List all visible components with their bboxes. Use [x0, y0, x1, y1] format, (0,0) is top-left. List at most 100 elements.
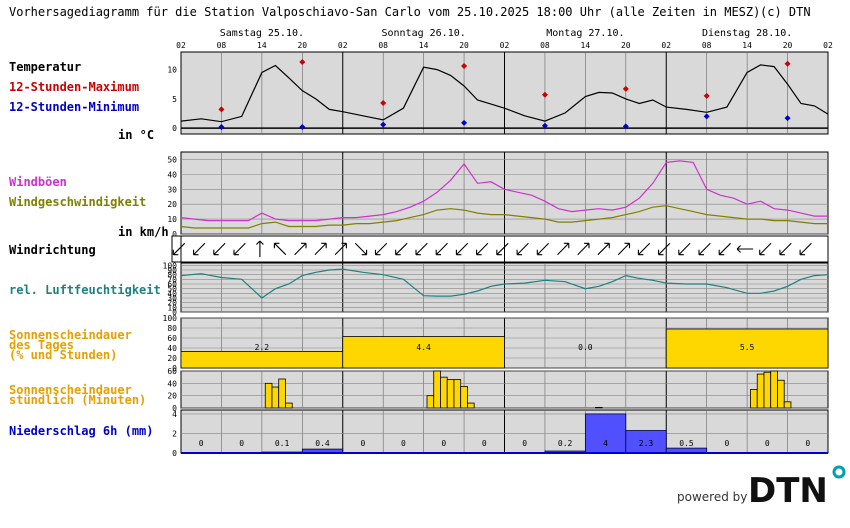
y-tick-label: 40 [167, 344, 177, 353]
precipitation-value: 0 [361, 439, 366, 448]
label-wind-unit: in km/h [118, 225, 169, 239]
wind-direction-arrow-icon [577, 242, 590, 256]
hour-tick: 14 [742, 41, 752, 50]
wind-direction-arrow-icon [759, 242, 772, 256]
sun-hourly-bar [756, 373, 765, 409]
sun-daily-value: 2.2 [255, 343, 270, 352]
y-tick-label: 0 [172, 124, 177, 133]
sun-hourly-bar [433, 370, 441, 409]
y-tick-label: 50 [167, 285, 177, 294]
wind-direction-arrow-icon [374, 242, 388, 256]
gust-line [180, 160, 828, 222]
label-min: 12-Stunden-Minimum [9, 100, 139, 114]
copyright: (c) DTN [760, 5, 811, 19]
wind-direction-arrow-icon [597, 242, 610, 256]
sun-daily-bar [665, 328, 829, 369]
y-tick-label: 0 [172, 449, 177, 458]
hour-tick: 02 [661, 41, 671, 50]
precipitation-value: 0.1 [275, 439, 290, 448]
precipitation-value: 2.3 [639, 439, 654, 448]
label-sun-daily-2: des Tages [9, 338, 74, 352]
y-tick-label: 60 [167, 367, 177, 376]
label-sun-hourly-2: stündlich (Minuten) [9, 393, 146, 407]
max-point [541, 91, 548, 98]
wind-direction-arrow-icon [617, 242, 631, 256]
sun-hourly-bar [777, 379, 785, 409]
chart-title: Vorhersagediagramm für die Station Valpo… [9, 5, 760, 19]
wind-direction-arrow-icon [557, 242, 570, 256]
precipitation-value: 0 [522, 439, 527, 448]
y-tick-label: 100 [163, 261, 178, 270]
sun-hourly-bar [271, 386, 280, 409]
wind-direction-arrow-icon [435, 242, 448, 256]
day-label: Montag 27.10. [546, 28, 624, 39]
y-tick-label: 10 [167, 215, 177, 224]
wind-direction-arrow-icon [698, 242, 711, 256]
precipitation-value: 0 [482, 439, 487, 448]
sun-hourly-bar [426, 395, 435, 409]
wind-direction-arrow-icon [213, 242, 226, 256]
hour-tick: 08 [378, 41, 388, 50]
sun-daily-value: 0.0 [578, 343, 593, 352]
precipitation-value: 0 [805, 439, 810, 448]
min-point [380, 121, 387, 128]
y-tick-label: 30 [167, 294, 177, 303]
sun-hourly-bar [446, 379, 455, 409]
dtn-logo: DTN [748, 471, 828, 511]
y-tick-label: 4 [172, 410, 177, 419]
label-precipitation: Niederschlag 6h (mm) [9, 424, 154, 438]
min-point [541, 122, 548, 129]
sun-hourly-bar [453, 379, 462, 409]
min-point [218, 123, 225, 130]
precipitation-value: 0 [239, 439, 244, 448]
wind-direction-arrow-icon [476, 242, 489, 256]
min-point [784, 115, 791, 122]
y-tick-label: 40 [167, 289, 177, 298]
wind-direction-arrow-icon [172, 242, 186, 256]
label-temperature: Temperatur [9, 60, 81, 74]
temperature-line [180, 64, 829, 123]
label-sun-hourly-1: Sonnenscheindauer [9, 383, 132, 397]
sun-hourly-bar [278, 378, 286, 409]
wind-direction-arrow-icon [314, 242, 327, 256]
sun-hourly-bar [770, 370, 778, 409]
sun-hourly-bar [467, 402, 475, 409]
dtn-logo-dot-icon [832, 465, 846, 479]
humidity-line [180, 268, 829, 299]
wind-direction-arrow-icon [354, 242, 368, 256]
hour-tick: 20 [783, 41, 793, 50]
precipitation-bar [584, 413, 627, 454]
y-tick-label: 20 [167, 200, 177, 209]
hour-tick: 14 [581, 41, 591, 50]
hour-tick: 14 [419, 41, 429, 50]
sun-hourly-bar [440, 376, 448, 409]
y-tick-label: 10 [167, 66, 177, 75]
hour-tick: 08 [217, 41, 227, 50]
wind-direction-arrow-icon [496, 242, 509, 256]
hour-tick: 20 [459, 41, 469, 50]
y-tick-label: 70 [167, 275, 177, 284]
min-point [703, 113, 710, 120]
y-tick-label: 5 [172, 95, 177, 104]
y-tick-label: 80 [167, 271, 177, 280]
y-tick-label: 100 [163, 314, 178, 323]
sun-hourly-bar [285, 402, 293, 409]
precipitation-value: 4 [603, 439, 608, 448]
max-point [380, 99, 387, 106]
wind-direction-arrow-icon [779, 242, 792, 256]
min-point [461, 119, 468, 126]
wind-direction-arrow-icon [658, 242, 671, 256]
hour-tick: 02 [500, 41, 510, 50]
hour-tick: 02 [338, 41, 348, 50]
sun-hourly-bar [783, 401, 792, 409]
y-tick-label: 0 [172, 364, 177, 373]
precipitation-value: 0.2 [558, 439, 573, 448]
wind-direction-arrow-icon [516, 242, 529, 256]
y-tick-label: 2 [172, 429, 177, 438]
hour-tick: 02 [176, 41, 186, 50]
wind-direction-arrow-icon [799, 242, 812, 256]
wind-direction-arrow-icon [273, 242, 287, 256]
y-tick-label: 40 [167, 379, 177, 388]
day-label: Dienstag 28.10. [702, 28, 792, 39]
wind-direction-arrow-icon [536, 242, 549, 256]
